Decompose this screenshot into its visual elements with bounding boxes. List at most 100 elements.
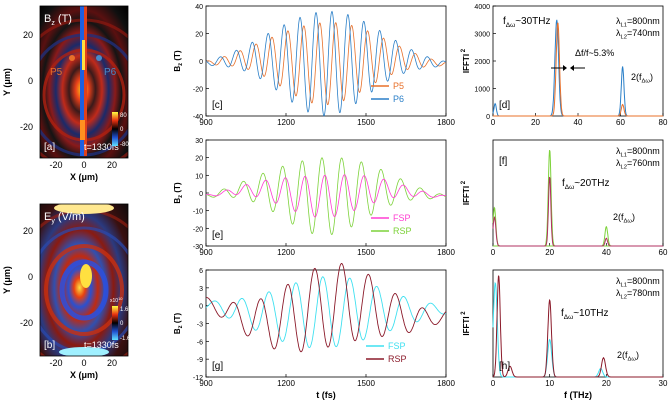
probe-p5-marker <box>69 55 75 61</box>
panel-b-title: Ey (V/m) <box>44 211 85 225</box>
y-axis-label: IFFTI 2 <box>461 48 471 73</box>
panel-b-frame <box>39 203 129 357</box>
x-axis-label: f (THz) <box>564 390 592 400</box>
x-tick-label: 1200 <box>277 248 295 257</box>
panel-a-xtick: 0 <box>81 160 86 170</box>
y-tick-label: 3 <box>199 286 203 293</box>
panel-a-label: [a] <box>44 142 55 153</box>
y-tick-label: 30 <box>195 138 203 145</box>
panel-a-frame <box>39 5 129 159</box>
panel-b-cbar-tick: 0 <box>120 321 124 327</box>
legend-label: P6 <box>393 94 404 104</box>
y-tick-label: 6 <box>199 268 203 275</box>
y-tick-label: 0 <box>199 304 203 311</box>
x-tick-label: 40 <box>602 248 611 257</box>
y-tick-label: 10 <box>195 173 203 180</box>
y-axis-label: Bz (T) <box>173 182 184 204</box>
probe-p6-label: P6 <box>104 67 117 78</box>
legend-label: RSP <box>393 226 412 236</box>
annotation-freq: fΔω~30THz <box>503 16 551 29</box>
x-tick-label: 20 <box>602 379 611 388</box>
series-fsp-line <box>205 174 447 218</box>
panel-a-time: t=1330fs <box>84 142 119 152</box>
panel-a-cbar-tick: -80 <box>120 142 129 148</box>
annotation-2f: 2(fΔω) <box>617 350 639 363</box>
y-tick-label: 0 <box>199 191 203 198</box>
x-tick-label: 20 <box>545 248 554 257</box>
x-tick-label: 1800 <box>437 118 455 127</box>
panel-g-label: [g] <box>212 361 223 372</box>
x-tick-label: 900 <box>199 118 213 127</box>
panel-b-time: t=1330fs <box>84 340 119 350</box>
panel-b-colorbar <box>112 306 118 340</box>
panel-a-colorbar <box>112 112 118 146</box>
annotation-freq: fΔω~10THz <box>561 308 609 321</box>
x-tick-label: 1200 <box>277 118 295 127</box>
panel-a-xtick: -20 <box>49 160 62 170</box>
y-axis-label: IFFTI 2 <box>461 180 471 205</box>
panel-b-xtick: 20 <box>107 358 117 368</box>
panel-e-label: [e] <box>212 230 223 241</box>
y-axis-label: Bz (T) <box>173 50 184 72</box>
lambda2-label: λL2=780nm <box>616 288 660 301</box>
x-tick-label: 900 <box>199 248 213 257</box>
lambda2-label: λL2=760nm <box>616 158 660 171</box>
x-tick-label: 900 <box>199 379 213 388</box>
panel-b-ylabel: Y (μm) <box>2 266 12 294</box>
panel-b-xtick: 0 <box>81 358 86 368</box>
annotation-2f: 2(fΔω) <box>613 212 635 225</box>
plot-frame <box>492 139 664 247</box>
chart-d: 4000 3000 2000 1000 00 20 40 60 80 IFFTI 2 fΔω~30T… <box>461 4 668 127</box>
lambda1-label: λL1=800nm <box>616 16 660 29</box>
panel-b: Ey (V/m) [b] t=1330fs x1010 1.6 0 -1.6 2… <box>2 203 131 380</box>
x-tick-label: 10 <box>545 379 554 388</box>
panel-b-xtick: -20 <box>49 358 62 368</box>
y-tick-label: -9 <box>197 357 203 364</box>
panel-b-ytick: 20 <box>23 226 33 236</box>
y-axis-label: IFFTI 2 <box>461 311 471 336</box>
y-tick-label: 20 <box>195 32 203 39</box>
panel-b-xlabel: X (μm) <box>70 370 98 380</box>
arrow-right-head <box>570 65 574 71</box>
panel-a-cbar-tick: 0 <box>120 127 124 133</box>
panel-a-ytick: 0 <box>28 76 33 86</box>
lambda2-label: λL2=740nm <box>616 28 660 41</box>
y-tick-label: 3000 <box>474 32 490 39</box>
y-tick-label: -30 <box>193 244 203 251</box>
panel-a-ytick: -20 <box>20 122 33 132</box>
panel-d-label: [d] <box>499 100 510 111</box>
panel-a-cbar-tick: 80 <box>120 113 127 119</box>
y-tick-label: -10 <box>193 209 203 216</box>
x-tick-label: 20 <box>531 118 540 127</box>
panel-a-xtick: 20 <box>107 160 117 170</box>
panel-a-title: Bz (T) <box>44 13 72 27</box>
series-fsp-line <box>205 276 447 349</box>
x-tick-label: 1500 <box>357 248 375 257</box>
lambda1-label: λL1=800nm <box>616 146 660 159</box>
spectrum-p5-line <box>493 22 663 117</box>
x-tick-label: 30 <box>659 379 668 388</box>
panel-b-label: [b] <box>44 340 55 351</box>
y-tick-label: 4000 <box>474 4 490 11</box>
panel-a-xlabel: X (μm) <box>70 172 98 182</box>
y-tick-label: 40 <box>195 4 203 11</box>
panel-c-label: [c] <box>212 100 223 111</box>
legend-label: P5 <box>393 81 404 91</box>
annotation-df: Δf/f~5.3% <box>575 48 614 58</box>
series-rsp-line <box>206 263 447 353</box>
y-tick-label: -20 <box>193 87 203 94</box>
y-tick-label: -40 <box>193 114 203 121</box>
annotation-2f: 2(fΔω) <box>631 72 653 85</box>
x-tick-label: 0 <box>491 118 496 127</box>
x-tick-label: 1200 <box>277 379 295 388</box>
panel-b-cbar-exp: x1010 <box>110 296 123 304</box>
y-tick-label: -12 <box>193 375 203 382</box>
x-tick-label: 0 <box>491 248 496 257</box>
x-tick-label: 1800 <box>437 379 455 388</box>
y-axis-label: Bz (T) <box>173 313 184 335</box>
